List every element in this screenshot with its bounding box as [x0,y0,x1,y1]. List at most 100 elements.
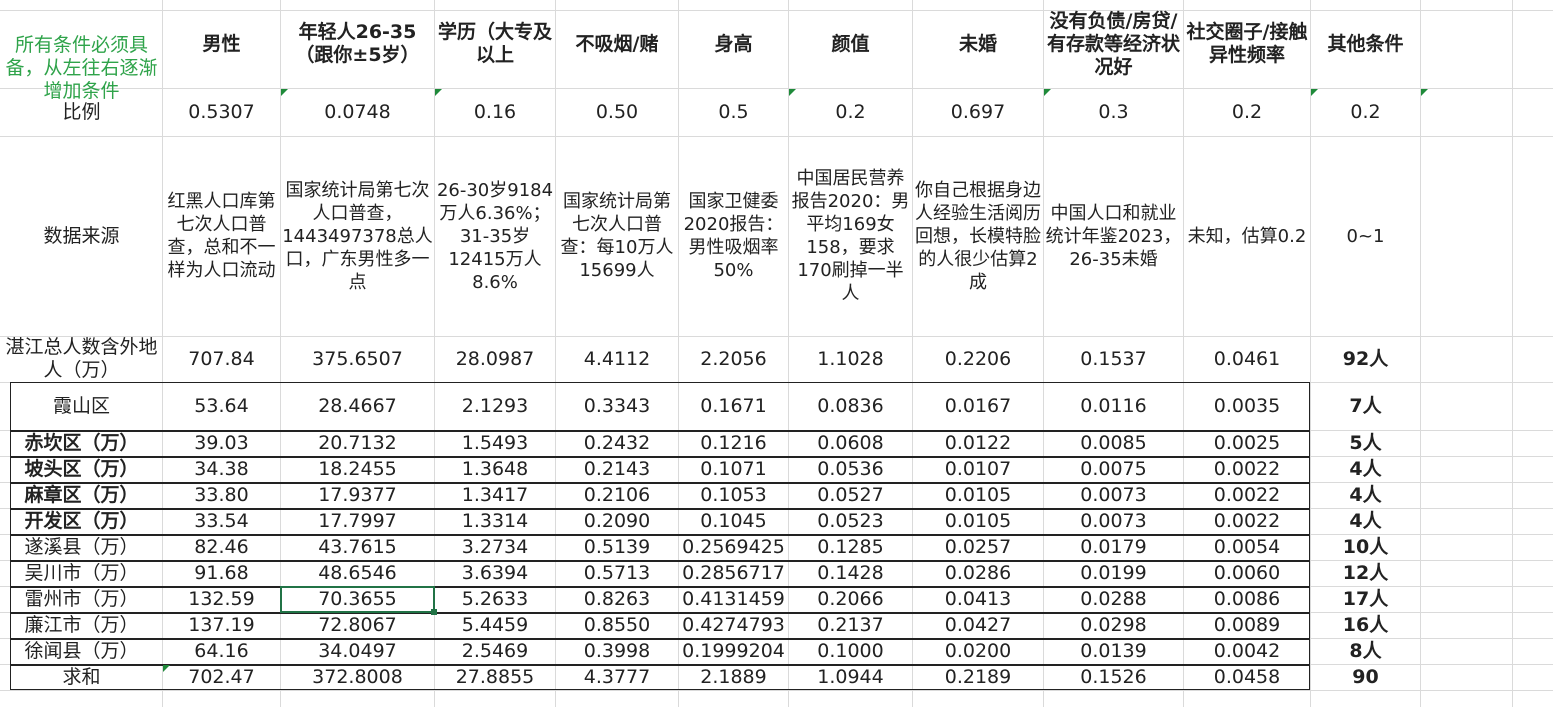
data-cell[interactable]: 0.2432 [583,431,651,454]
row-label-cell[interactable]: 求和 [62,665,101,688]
data-cell[interactable]: 0.8550 [583,613,651,636]
data-cell[interactable]: 0.5139 [583,535,651,558]
data-cell[interactable]: 0.0089 [1213,613,1281,636]
data-cell[interactable]: 18.2455 [318,457,397,480]
data-cell[interactable]: 33.80 [194,483,249,506]
data-cell[interactable]: 0.0536 [817,457,884,480]
row-label-cell[interactable]: 吴川市（万） [24,561,139,584]
data-cell[interactable]: 0.0527 [817,483,884,506]
source-value-cell[interactable]: 26-30岁9184万人6.36%；31-35岁12415万人8.6% [436,179,554,293]
data-cell[interactable]: 707.84 [188,347,255,370]
data-cell[interactable]: 0.1045 [700,509,767,532]
data-cell[interactable]: 0.1053 [700,483,767,506]
column-header[interactable]: 未婚 [958,32,997,55]
data-cell[interactable]: 0.0288 [1080,587,1147,610]
row-label-cell[interactable]: 坡头区（万） [24,457,139,480]
data-cell[interactable]: 0.4131459 [682,587,785,610]
ratio-label-cell[interactable]: 比例 [62,100,101,123]
data-cell[interactable]: 0.0025 [1213,431,1281,454]
data-cell[interactable]: 0.1000 [817,639,884,662]
row-label-cell[interactable]: 霞山区 [52,394,110,417]
source-value-cell[interactable]: 中国人口和就业统计年鉴2023，26-35未婚 [1045,202,1182,270]
row-label-cell[interactable]: 麻章区（万） [24,483,139,506]
data-cell[interactable]: 0.0073 [1080,509,1147,532]
data-cell[interactable]: 702.47 [188,665,255,688]
data-cell[interactable]: 5.2633 [461,587,529,610]
data-cell[interactable]: 64.16 [194,639,249,662]
data-cell[interactable]: 39.03 [194,431,249,454]
column-header[interactable]: 学历（大专及以上 [437,21,552,66]
data-cell[interactable]: 72.8067 [318,613,397,636]
source-value-cell[interactable]: 你自己根据身边人经验生活阅历回想，长模特脸的人很少估算2成 [915,179,1041,293]
data-cell[interactable]: 0.0523 [817,509,884,532]
ratio-value-cell[interactable]: 0.2 [1231,100,1263,123]
data-cell[interactable]: 0.0427 [944,613,1012,636]
data-cell[interactable]: 0.2143 [583,457,651,480]
data-cell[interactable]: 2.1889 [700,665,767,688]
column-header[interactable]: 其他条件 [1327,32,1404,55]
data-cell[interactable]: 4.4112 [583,347,651,370]
data-cell[interactable]: 0.0458 [1213,665,1281,688]
data-cell[interactable]: 0.0060 [1213,561,1281,584]
data-cell[interactable]: 0.8263 [583,587,651,610]
data-cell[interactable]: 0.0075 [1080,457,1147,480]
source-label-cell[interactable]: 数据来源 [43,224,120,247]
data-cell[interactable]: 5.4459 [461,613,529,636]
ratio-value-cell[interactable]: 0.5307 [188,100,255,123]
data-cell[interactable]: 2.2056 [700,347,767,370]
data-cell[interactable]: 1.5493 [461,431,529,454]
ratio-value-cell[interactable]: 0.0748 [324,100,391,123]
data-cell[interactable]: 4人 [1349,483,1382,506]
data-cell[interactable]: 1.3314 [461,509,529,532]
ratio-value-cell[interactable]: 0.697 [950,100,1006,123]
row-label-cell[interactable]: 廉江市（万） [24,613,139,636]
data-cell[interactable]: 34.0497 [318,639,397,662]
data-cell[interactable]: 0.0122 [944,431,1012,454]
column-header[interactable]: 没有负债/房贷/有存款等经济状况好 [1046,9,1180,78]
data-cell[interactable]: 0.0257 [944,535,1012,558]
data-cell[interactable]: 12人 [1342,561,1389,584]
data-cell[interactable]: 4.3777 [583,665,651,688]
data-cell[interactable]: 0.0200 [944,639,1012,662]
data-cell[interactable]: 90 [1352,665,1379,688]
data-cell[interactable]: 33.54 [194,509,249,532]
data-cell[interactable]: 5人 [1349,431,1382,454]
data-cell[interactable]: 375.6507 [312,347,403,370]
data-cell[interactable]: 0.0167 [944,394,1012,417]
source-value-cell[interactable]: 国家统计局第七次人口普查：每10万人15699人 [560,191,674,281]
row-label-cell[interactable]: 湛江总人数含外地人（万） [5,337,158,381]
data-cell[interactable]: 0.0105 [944,483,1012,506]
data-cell[interactable]: 0.2206 [944,347,1012,370]
data-cell[interactable]: 3.6394 [461,561,529,584]
data-cell[interactable]: 0.0073 [1080,483,1147,506]
column-header[interactable]: 不吸烟/赌 [575,32,659,55]
data-cell[interactable]: 0.1285 [817,535,884,558]
data-cell[interactable]: 0.2569425 [682,535,785,558]
data-cell[interactable]: 0.0413 [944,587,1012,610]
data-cell[interactable]: 0.0286 [944,561,1012,584]
data-cell[interactable]: 43.7615 [318,535,397,558]
data-cell[interactable]: 0.0179 [1080,535,1147,558]
data-cell[interactable]: 0.0199 [1080,561,1147,584]
data-cell[interactable]: 0.0298 [1080,613,1147,636]
data-cell[interactable]: 0.0836 [817,394,884,417]
row-label-cell[interactable]: 徐闻县（万） [24,639,139,662]
row-label-cell[interactable]: 雷州市（万） [24,587,139,610]
column-header[interactable]: 身高 [714,32,753,55]
data-cell[interactable]: 8人 [1349,639,1382,662]
ratio-value-cell[interactable]: 0.16 [473,100,517,123]
data-cell[interactable]: 2.1293 [461,394,529,417]
row-label-cell[interactable]: 开发区（万） [24,509,139,532]
data-cell[interactable]: 0.4274793 [682,613,785,636]
data-cell[interactable]: 0.0116 [1080,394,1147,417]
data-cell[interactable]: 53.64 [194,394,249,417]
data-cell[interactable]: 92人 [1342,347,1389,370]
data-cell[interactable]: 0.0086 [1213,587,1281,610]
data-cell[interactable]: 0.0608 [817,431,884,454]
ratio-value-cell[interactable]: 0.50 [595,100,639,123]
data-cell[interactable]: 132.59 [188,587,255,610]
data-cell[interactable]: 0.1537 [1080,347,1147,370]
data-cell[interactable]: 0.2856717 [682,561,785,584]
data-cell[interactable]: 0.0085 [1080,431,1147,454]
data-cell[interactable]: 0.1999204 [682,639,785,662]
